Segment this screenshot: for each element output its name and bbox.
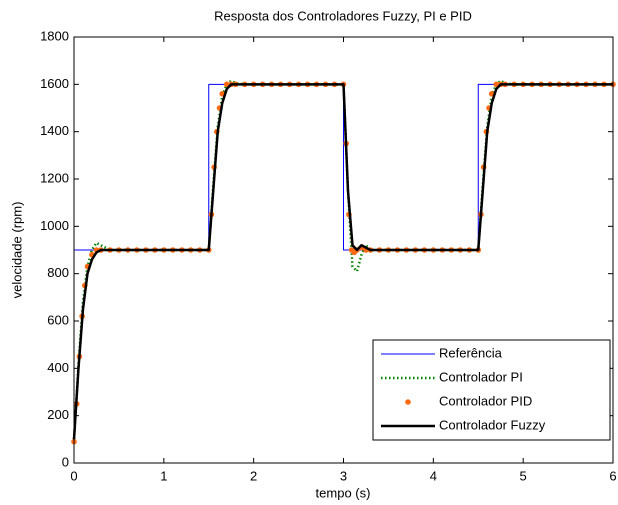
x-axis-label: tempo (s): [316, 485, 371, 500]
legend-label: Controlador PID: [439, 393, 532, 408]
legend-label: Referência: [439, 345, 503, 360]
x-tick-label: 0: [70, 468, 77, 483]
x-tick-label: 5: [520, 468, 527, 483]
y-tick-label: 1600: [40, 76, 69, 91]
chart-title: Resposta dos Controladores Fuzzy, PI e P…: [214, 8, 472, 23]
y-tick-label: 400: [47, 360, 69, 375]
legend-label: Controlador PI: [439, 369, 523, 384]
x-tick-label: 6: [609, 468, 616, 483]
x-tick-label: 4: [430, 468, 437, 483]
y-tick-label: 200: [47, 407, 69, 422]
y-tick-label: 1000: [40, 218, 69, 233]
y-tick-label: 1200: [40, 170, 69, 185]
legend-box: [372, 339, 611, 441]
series-line: [74, 83, 613, 251]
x-tick-label: 3: [340, 468, 347, 483]
y-tick-label: 800: [47, 265, 69, 280]
x-tick-label: 2: [250, 468, 257, 483]
legend-swatch: [405, 399, 411, 405]
x-tick-label: 1: [160, 468, 167, 483]
y-tick-label: 1800: [40, 28, 69, 43]
axes-box: [73, 36, 614, 464]
y-tick-label: 0: [62, 454, 69, 469]
series-line: [72, 83, 613, 440]
y-tick-label: 600: [47, 312, 69, 327]
y-axis-label: velocidade (rpm): [9, 202, 24, 299]
legend-label: Controlador Fuzzy: [439, 417, 546, 432]
data-point: [493, 81, 500, 88]
y-tick-label: 1400: [40, 123, 69, 138]
data-point: [223, 81, 230, 88]
